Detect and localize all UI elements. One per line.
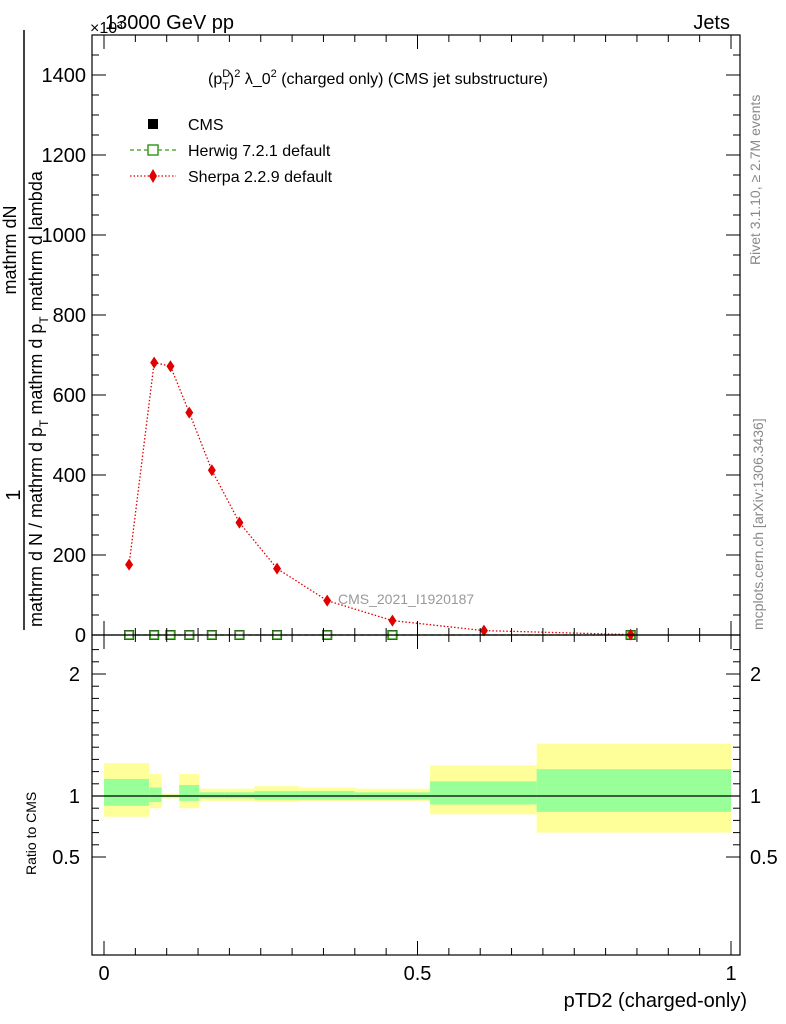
sherpa-data-point (479, 624, 488, 637)
sherpa-data-point (150, 356, 159, 369)
y-title-denominator: mathrm d N / mathrm d pT mathrm d pT mat… (26, 170, 51, 627)
main-y-tick-label: 800 (53, 305, 86, 327)
main-y-tick-label: 400 (53, 465, 86, 487)
sherpa-data-point (323, 594, 332, 607)
ratio-inner-band (299, 791, 355, 800)
ratio-inner-band (254, 791, 300, 800)
ratio-frame (91, 634, 741, 956)
ratio-y-tick-label: 0.5 (52, 847, 80, 869)
legend-marker-cms (148, 119, 158, 129)
rivet-label: Rivet 3.1.10, ≥ 2.7M events (747, 95, 763, 265)
analysis-watermark: CMS_2021_I1920187 (338, 591, 474, 607)
ratio-y-tick-label: 1 (69, 786, 80, 808)
ratio-panel (92, 743, 740, 833)
sherpa-data-point (207, 464, 216, 477)
energy-label: 13000 GeV pp (105, 12, 234, 34)
legend-label-herwig: Herwig 7.2.1 default (188, 143, 331, 160)
x-tick-label: 0.5 (404, 963, 432, 985)
ratio-inner-band (224, 792, 255, 799)
y-title-one: 1 (3, 489, 25, 500)
legend: CMS Herwig 7.2.1 default Sherpa 2.2.9 de… (130, 117, 333, 186)
ratio-inner-band (199, 792, 225, 799)
sherpa-data-point (273, 562, 282, 575)
legend-label-sherpa: Sherpa 2.2.9 default (188, 169, 333, 186)
ratio-y-tick-label-right: 2 (750, 664, 761, 686)
legend-entry-cms: CMS (148, 117, 224, 134)
main-y-tick-label: 1400 (42, 65, 87, 87)
ratio-y-tick-label: 2 (69, 664, 80, 686)
ratio-y-axis-title: Ratio to CMS (23, 792, 39, 875)
sherpa-data-point (388, 614, 397, 627)
ratio-inner-band (104, 778, 150, 806)
y-title-numerator: mathrm dN (0, 205, 20, 294)
ratio-inner-band (149, 787, 162, 803)
x-tick-label: 0 (98, 963, 109, 985)
sherpa-data-point (125, 558, 134, 571)
main-y-tick-label: 600 (53, 385, 86, 407)
main-y-axis-title: 1 mathrm dN mathrm d N / mathrm d pT mat… (0, 30, 51, 630)
legend-label-cms: CMS (188, 117, 224, 134)
series-line-sherpa (128, 361, 631, 636)
ratio-inner-band (179, 785, 200, 801)
plot-title: (pD T)2 λ_02 (charged only) (CMS jet subs… (208, 68, 548, 93)
legend-entry-herwig: Herwig 7.2.1 default (130, 143, 331, 160)
process-label: Jets (693, 12, 730, 34)
ratio-axes: 0.5 0.5 1 1 2 2 0 0.5 1 (52, 634, 778, 985)
main-y-tick-label: 200 (53, 545, 86, 567)
x-axis-title: pTD2 (charged-only) (564, 990, 747, 1012)
main-y-tick-label: 0 (75, 625, 86, 647)
mcplots-label: mcplots.cern.ch [arXiv:1306.3436] (750, 418, 766, 630)
ratio-y-tick-label-right: 1 (750, 786, 761, 808)
ratio-inner-band (536, 769, 731, 812)
main-axes: 0 200 400 600 800 1000 1200 1400 (42, 34, 741, 647)
sherpa-data-point (235, 516, 244, 529)
main-y-tick-label: 1200 (42, 145, 87, 167)
sherpa-data-point (166, 360, 175, 373)
main-y-tick-label: 1000 (42, 225, 87, 247)
legend-entry-sherpa: Sherpa 2.2.9 default (130, 169, 333, 186)
legend-marker-herwig (147, 144, 159, 156)
sherpa-data-point (185, 406, 194, 419)
y-exponent-label: ×10³ (90, 20, 123, 37)
ratio-y-tick-label-right: 0.5 (750, 847, 778, 869)
x-tick-label: 1 (725, 963, 736, 985)
ratio-inner-band (430, 781, 537, 805)
legend-marker-sherpa (149, 169, 157, 183)
